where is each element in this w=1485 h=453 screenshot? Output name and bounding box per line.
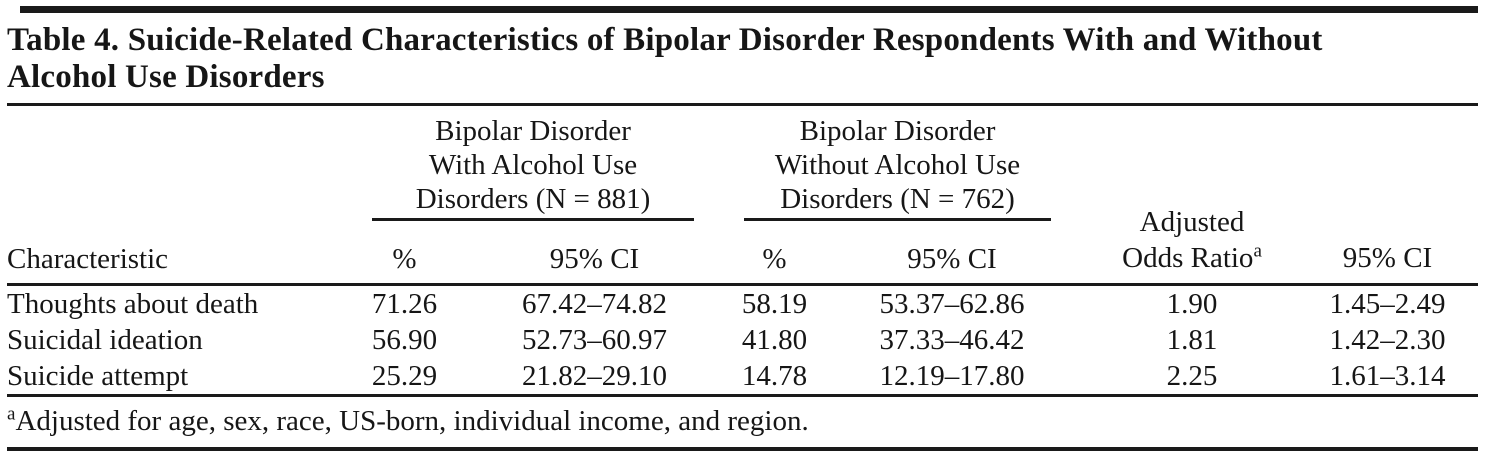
table-body: Thoughts about death 71.26 67.42–74.82 5… bbox=[7, 285, 1478, 397]
ci2-cell: 12.19–17.80 bbox=[817, 358, 1087, 397]
pct1-cell: 25.29 bbox=[352, 358, 457, 397]
group1-header-line1: Bipolar Disorder bbox=[435, 115, 631, 147]
ci3-cell: 1.42–2.30 bbox=[1329, 324, 1446, 356]
group1-header-line2: With Alcohol Use bbox=[428, 149, 638, 181]
group2-header-line3: Disorders (N = 762) bbox=[780, 183, 1015, 215]
table-footer: aAdjusted for age, sex, race, US-born, i… bbox=[7, 395, 1478, 451]
footnote: aAdjusted for age, sex, race, US-born, i… bbox=[7, 395, 1478, 451]
row-label-cell: Suicidal ideation bbox=[7, 324, 203, 356]
group1-pct-subheader: % bbox=[352, 221, 457, 286]
footnote-marker: a bbox=[7, 403, 16, 425]
row-label-cell: Thoughts about death bbox=[7, 288, 259, 320]
group2-header-line1: Bipolar Disorder bbox=[799, 115, 996, 147]
table-row: Suicide attempt 25.29 21.82–29.10 14.78 … bbox=[7, 358, 1478, 397]
adjusted-odds-ratio-header: Adjusted Odds Ratioa bbox=[1087, 104, 1297, 286]
pct1-cell: 56.90 bbox=[371, 324, 438, 356]
ci2-cell: 53.37–62.86 bbox=[879, 288, 1025, 320]
ci1-cell: 67.42–74.82 bbox=[522, 288, 667, 320]
table-header: Characteristic Bipolar Disorder With Alc… bbox=[7, 104, 1478, 286]
data-table: Characteristic Bipolar Disorder With Alc… bbox=[7, 103, 1478, 451]
ci2-cell: 37.33–46.42 bbox=[879, 324, 1025, 356]
aor-cell: 1.90 bbox=[1166, 288, 1218, 320]
ci3-cell: 1.61–3.14 bbox=[1297, 358, 1478, 397]
row-label-cell: Suicide attempt bbox=[7, 358, 352, 397]
group2-spanner: Bipolar Disorder Without Alcohol Use Dis… bbox=[744, 114, 1051, 221]
group1-spanner: Bipolar Disorder With Alcohol Use Disord… bbox=[372, 114, 694, 221]
pct2-cell: 14.78 bbox=[732, 358, 817, 397]
pct2-cell: 58.19 bbox=[741, 288, 808, 320]
top-rule-divider bbox=[20, 6, 1478, 13]
table-title-line1: Table 4. Suicide-Related Characteristics… bbox=[7, 22, 1323, 58]
group2-ci-subheader: 95% CI bbox=[817, 221, 1087, 286]
pct1-cell: 71.26 bbox=[371, 288, 438, 320]
ci1-cell: 52.73–60.97 bbox=[522, 324, 667, 356]
group1-ci-subheader: 95% CI bbox=[457, 221, 732, 286]
ci3-cell: 1.45–2.49 bbox=[1329, 288, 1446, 320]
aor-cell: 1.81 bbox=[1166, 324, 1218, 356]
aor-cell: 2.25 bbox=[1087, 358, 1297, 397]
overall-ci-header: 95% CI bbox=[1297, 104, 1478, 286]
table-title: Table 4. Suicide-Related Characteristics… bbox=[7, 22, 1478, 96]
footnote-text: Adjusted for age, sex, race, US-born, in… bbox=[15, 405, 809, 437]
table-row: Thoughts about death 71.26 67.42–74.82 5… bbox=[7, 285, 1478, 323]
table-title-line2: Alcohol Use Disorders bbox=[7, 59, 325, 95]
group1-header-cell: Bipolar Disorder With Alcohol Use Disord… bbox=[352, 105, 732, 221]
aor-header-line1: Adjusted bbox=[1139, 206, 1245, 238]
characteristic-column-header: Characteristic bbox=[7, 104, 352, 286]
group1-header-line3: Disorders (N = 881) bbox=[415, 183, 651, 215]
ci1-cell: 21.82–29.10 bbox=[457, 358, 732, 397]
aor-header-line2: Odds Ratioa bbox=[1122, 240, 1262, 274]
group2-header-line2: Without Alcohol Use bbox=[774, 149, 1021, 181]
group2-header-cell: Bipolar Disorder Without Alcohol Use Dis… bbox=[732, 105, 1087, 221]
table-row: Suicidal ideation 56.90 52.73–60.97 41.8… bbox=[7, 322, 1478, 358]
aor-footnote-marker: a bbox=[1253, 240, 1262, 262]
pct2-cell: 41.80 bbox=[741, 324, 808, 356]
group2-pct-subheader: % bbox=[732, 221, 817, 286]
